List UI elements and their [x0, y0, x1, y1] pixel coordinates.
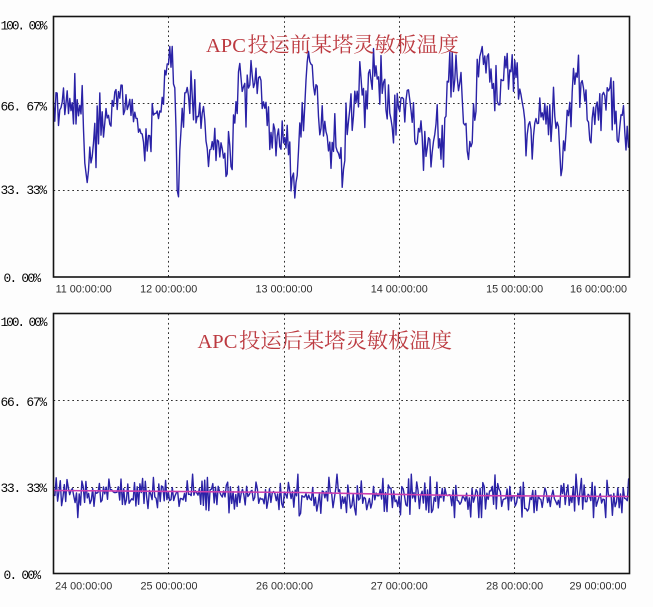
svg-text:27 00:00:00: 27 00:00:00 [371, 581, 428, 593]
svg-text:33. 33%: 33. 33% [1, 481, 48, 496]
svg-text:0. 00%: 0. 00% [4, 271, 42, 286]
svg-text:15 00:00:00: 15 00:00:00 [486, 284, 543, 296]
svg-text:100. 00%: 100. 00% [1, 315, 48, 330]
svg-text:33. 33%: 33. 33% [1, 183, 48, 198]
svg-text:66. 67%: 66. 67% [1, 395, 48, 410]
svg-text:16 00:00:00: 16 00:00:00 [570, 284, 627, 296]
svg-text:66. 67%: 66. 67% [1, 100, 48, 115]
svg-text:14 00:00:00: 14 00:00:00 [371, 284, 428, 296]
svg-text:APC: APC [198, 331, 238, 353]
svg-text:12 00:00:00: 12 00:00:00 [140, 284, 197, 296]
svg-text:28 00:00:00: 28 00:00:00 [486, 581, 543, 593]
svg-text:11 00:00:00: 11 00:00:00 [56, 284, 112, 296]
svg-text:26 00:00:00: 26 00:00:00 [256, 581, 313, 593]
svg-text:24 00:00:00: 24 00:00:00 [55, 581, 112, 593]
svg-text:0. 00%: 0. 00% [4, 568, 42, 583]
svg-text:13 00:00:00: 13 00:00:00 [255, 284, 312, 296]
svg-text:100. 00%: 100. 00% [1, 19, 48, 34]
svg-text:29 00:00:00: 29 00:00:00 [569, 581, 626, 593]
svg-text:25 00:00:00: 25 00:00:00 [140, 581, 197, 593]
svg-text:APC: APC [206, 35, 246, 57]
